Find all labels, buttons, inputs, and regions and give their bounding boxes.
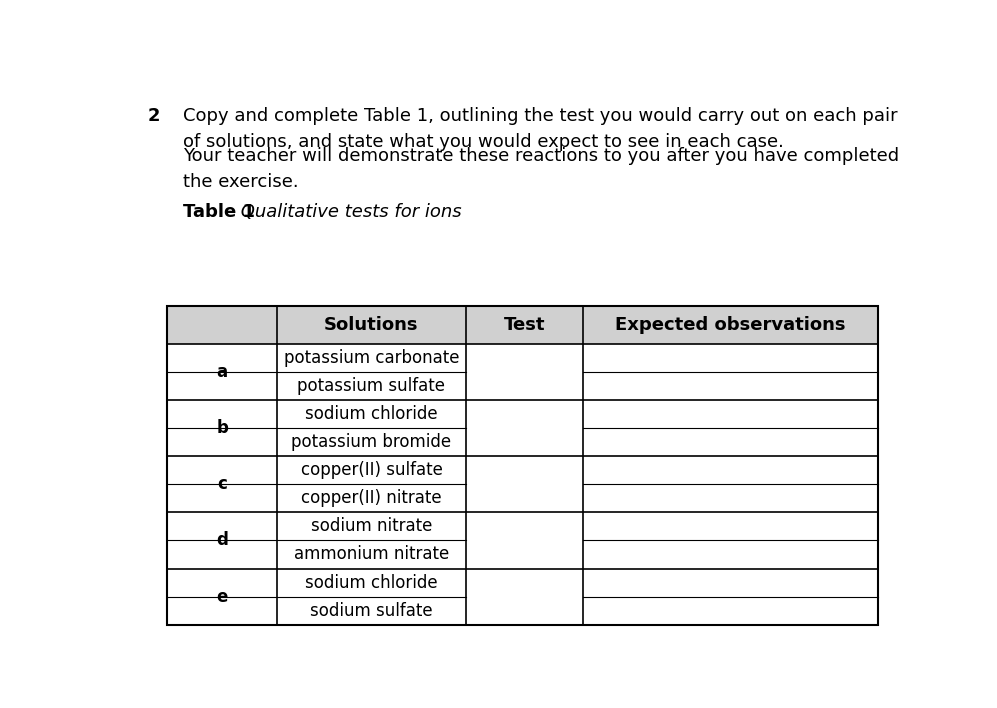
Bar	[167, 306, 878, 624]
Text: Solutions: Solutions	[324, 316, 419, 334]
Text: sodium sulfate: sodium sulfate	[310, 602, 433, 620]
Text: Your teacher will demonstrate these reactions to you after you have completed: Your teacher will demonstrate these reac…	[182, 147, 898, 164]
Text: d: d	[216, 532, 228, 549]
Text: Expected observations: Expected observations	[615, 316, 845, 334]
Text: the exercise.: the exercise.	[182, 173, 298, 190]
Text: potassium sulfate: potassium sulfate	[297, 377, 446, 395]
Text: e: e	[216, 588, 228, 605]
Text: copper(II) sulfate: copper(II) sulfate	[300, 461, 443, 479]
Text: sodium chloride: sodium chloride	[305, 405, 438, 423]
Text: Table 1: Table 1	[182, 202, 254, 221]
Text: b: b	[216, 419, 228, 437]
Text: c: c	[217, 475, 227, 493]
Text: a: a	[216, 363, 227, 381]
Text: potassium bromide: potassium bromide	[291, 433, 452, 451]
Text: ammonium nitrate: ammonium nitrate	[294, 545, 449, 564]
Text: Qualitative tests for ions: Qualitative tests for ions	[235, 202, 462, 221]
Text: sodium chloride: sodium chloride	[305, 573, 438, 592]
Bar	[167, 306, 878, 344]
Text: Copy and complete Table 1, outlining the test you would carry out on each pair: Copy and complete Table 1, outlining the…	[182, 107, 897, 125]
Text: copper(II) nitrate: copper(II) nitrate	[301, 489, 442, 508]
Text: of solutions, and state what you would expect to see in each case.: of solutions, and state what you would e…	[182, 133, 784, 151]
Text: 2: 2	[148, 107, 161, 125]
Text: sodium nitrate: sodium nitrate	[311, 518, 432, 535]
Text: Test: Test	[503, 316, 545, 334]
Text: potassium carbonate: potassium carbonate	[284, 349, 460, 367]
